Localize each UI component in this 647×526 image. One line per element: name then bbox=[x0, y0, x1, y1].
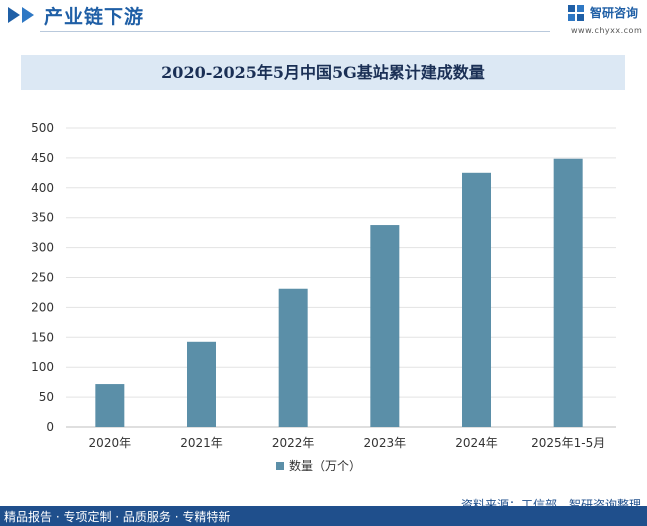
y-tick-label: 250 bbox=[31, 271, 54, 285]
x-tick-label: 2020年 bbox=[89, 436, 132, 450]
bar bbox=[187, 341, 216, 427]
y-tick-label: 300 bbox=[31, 241, 54, 255]
y-tick-label: 150 bbox=[31, 330, 54, 344]
y-tick-label: 200 bbox=[31, 300, 54, 314]
brand-url[interactable]: www.chyxx.com bbox=[571, 26, 643, 35]
legend-label: 数量（万个） bbox=[289, 458, 361, 473]
footer-slogan: 精品报告 · 专项定制 · 品质服务 · 专精特新 bbox=[4, 510, 231, 524]
section-title: 产业链下游 bbox=[44, 6, 145, 28]
bar bbox=[462, 172, 491, 427]
y-tick-label: 50 bbox=[39, 390, 54, 404]
x-tick-label: 2022年 bbox=[272, 436, 315, 450]
y-tick-label: 0 bbox=[46, 420, 54, 434]
bar bbox=[95, 384, 125, 427]
bar bbox=[370, 225, 400, 427]
y-tick-label: 500 bbox=[31, 121, 54, 135]
bar bbox=[553, 158, 583, 428]
y-tick-label: 400 bbox=[31, 181, 54, 195]
legend-swatch bbox=[276, 462, 284, 470]
y-tick-label: 350 bbox=[31, 211, 54, 225]
brand-name: 智研咨询 bbox=[590, 6, 639, 20]
page-header: 产业链下游 智研咨询 www.chyxx.com bbox=[0, 0, 647, 38]
footer-bar: 精品报告 · 专项定制 · 品质服务 · 专精特新 bbox=[0, 506, 647, 526]
x-tick-label: 2024年 bbox=[455, 436, 498, 450]
header-arrow-icon bbox=[22, 7, 34, 23]
y-tick-label: 450 bbox=[31, 151, 54, 165]
bar bbox=[278, 288, 308, 427]
x-tick-label: 2021年 bbox=[180, 436, 223, 450]
y-tick-label: 100 bbox=[31, 360, 54, 374]
header-divider bbox=[40, 31, 550, 32]
chart-title: 2020-2025年5月中国5G基站累计建成数量 bbox=[161, 63, 485, 82]
chart-title-band: 2020-2025年5月中国5G基站累计建成数量 bbox=[21, 55, 625, 90]
x-tick-label: 2025年1-5月 bbox=[531, 436, 605, 450]
brand-logo-icon bbox=[568, 5, 584, 21]
header-arrow-icon bbox=[8, 7, 20, 23]
bar-chart: 0 50 100 150 200 250 300 350 400 450 500 2020年 2021年… bbox=[31, 121, 616, 473]
x-tick-label: 2023年 bbox=[364, 436, 407, 450]
